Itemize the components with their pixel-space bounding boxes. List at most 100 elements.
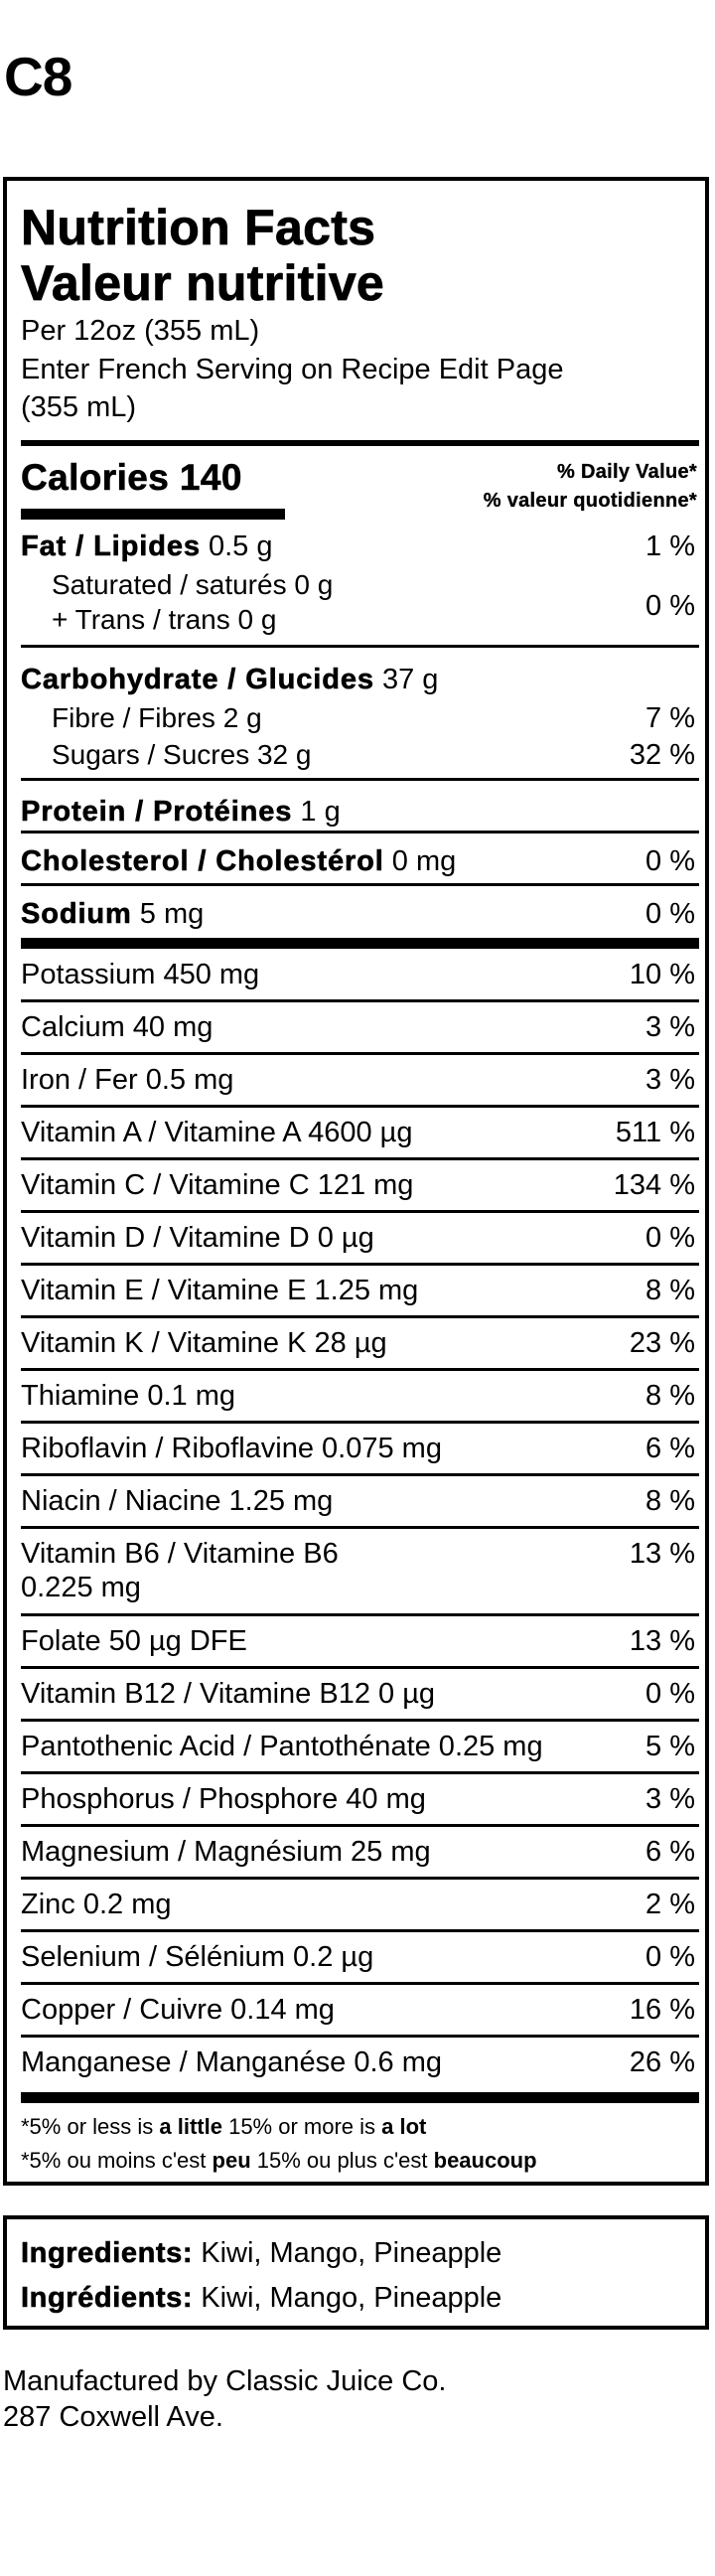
- divider: [21, 1771, 699, 1774]
- micronutrient-name: Vitamin C / Vitamine C 121 mg: [21, 1169, 414, 1201]
- sugars-row: Sugars / Sucres 32 g: [52, 738, 311, 772]
- sodium-amount: 5 mg: [139, 898, 205, 930]
- divider: [21, 1105, 699, 1108]
- divider: [21, 999, 699, 1002]
- micronutrient-dv: 8 %: [645, 1380, 695, 1412]
- footnote-text: *5% ou moins c'est: [21, 2148, 213, 2173]
- saturated-amount: 0 g: [294, 569, 334, 600]
- sodium-name: Sodium: [21, 898, 132, 931]
- carbohydrate-amount: 37 g: [381, 664, 439, 695]
- divider-thick: [21, 938, 699, 949]
- divider: [21, 1526, 699, 1529]
- micronutrient-name-line2: 0.225 mg: [21, 1572, 141, 1603]
- calories-value: 140: [179, 457, 242, 498]
- micronutrient-name: Vitamin E / Vitamine E 1.25 mg: [21, 1275, 419, 1306]
- micronutrient-dv: 8 %: [645, 1275, 695, 1306]
- carbohydrate-row: Carbohydrate / Glucides 37 g: [21, 663, 439, 696]
- divider-thick: [21, 440, 699, 446]
- footnote-text: *5% or less is: [21, 2114, 160, 2139]
- divider: [21, 1473, 699, 1476]
- micronutrient-dv: 6 %: [645, 1836, 695, 1868]
- cholesterol-amount: 0 mg: [391, 845, 457, 877]
- fat-dv: 1 %: [645, 530, 695, 562]
- footnote-emphasis: peu: [212, 2148, 251, 2173]
- ingredients-list: Kiwi, Mango, Pineapple: [193, 2282, 502, 2314]
- micronutrient-dv: 3 %: [645, 1783, 695, 1815]
- manufacturer-name: Manufactured by Classic Juice Co.: [3, 2365, 447, 2397]
- micronutrient-name: Copper / Cuivre 0.14 mg: [21, 1994, 335, 2026]
- divider: [21, 1157, 699, 1160]
- micronutrient-name: Selenium / Sélénium 0.2 µg: [21, 1941, 374, 1973]
- divider: [21, 2035, 699, 2038]
- sodium-dv: 0 %: [645, 898, 695, 930]
- micronutrient-name: Potassium 450 mg: [21, 959, 260, 990]
- cholesterol-row: Cholesterol / Cholestérol 0 mg: [21, 844, 457, 878]
- ingredients-label: Ingrédients:: [21, 2282, 194, 2315]
- micronutrient-name: Iron / Fer 0.5 mg: [21, 1064, 234, 1096]
- divider: [21, 831, 699, 833]
- micronutrient-name: Calcium 40 mg: [21, 1011, 214, 1043]
- sat-trans-dv: 0 %: [645, 590, 695, 622]
- divider: [21, 883, 699, 886]
- trans-amount: 0 g: [237, 604, 277, 635]
- ingredients-list: Kiwi, Mango, Pineapple: [193, 2237, 502, 2269]
- micronutrient-dv: 0 %: [645, 1941, 695, 1973]
- divider: [21, 1052, 699, 1055]
- trans-row: + Trans / trans 0 g: [52, 603, 276, 637]
- calories-label: Calories: [21, 457, 170, 498]
- micronutrient-name: Pantothenic Acid / Pantothénate 0.25 mg: [21, 1731, 543, 1762]
- divider: [21, 1666, 699, 1669]
- ingredients-label: Ingredients:: [21, 2237, 194, 2270]
- divider: [21, 1613, 699, 1616]
- fibre-row: Fibre / Fibres 2 g: [52, 701, 262, 735]
- manufacturer-address: 287 Coxwell Ave.: [3, 2401, 223, 2433]
- footnote-emphasis: beaucoup: [433, 2148, 537, 2173]
- ingredients-panel: Ingredients: Kiwi, Mango, Pineapple Ingr…: [3, 2215, 709, 2330]
- carbohydrate-name: Carbohydrate / Glucides: [21, 664, 374, 696]
- daily-value-header-fr: % valeur quotidienne*: [483, 490, 697, 512]
- saturated-name: Saturated / saturés: [52, 569, 287, 600]
- micronutrient-name: Manganese / Manganése 0.6 mg: [21, 2046, 442, 2078]
- micronutrient-dv: 0 %: [645, 1222, 695, 1254]
- micronutrient-dv: 13 %: [629, 1538, 695, 1570]
- micronutrient-name: Magnesium / Magnésium 25 mg: [21, 1836, 431, 1868]
- footnote-emphasis: a little: [159, 2114, 222, 2139]
- micronutrient-name: Folate 50 µg DFE: [21, 1625, 247, 1657]
- divider: [21, 1421, 699, 1424]
- sodium-row: Sodium 5 mg: [21, 897, 205, 931]
- ingredients-en: Ingredients: Kiwi, Mango, Pineapple: [21, 2236, 502, 2270]
- divider: [21, 1824, 699, 1827]
- micronutrient-dv: 26 %: [629, 2046, 695, 2078]
- micronutrient-dv: 8 %: [645, 1485, 695, 1517]
- cholesterol-dv: 0 %: [645, 845, 695, 877]
- protein-row: Protein / Protéines 1 g: [21, 795, 341, 829]
- daily-value-header-en: % Daily Value*: [557, 461, 697, 483]
- footnote-fr: *5% ou moins c'est peu 15% ou plus c'est…: [21, 2146, 537, 2176]
- fat-amount: 0.5 g: [208, 530, 273, 562]
- sugars-name: Sugars / Sucres: [52, 739, 250, 770]
- divider: [21, 1877, 699, 1880]
- micronutrient-name: Vitamin B6 / Vitamine B6: [21, 1538, 339, 1570]
- micronutrient-dv: 134 %: [613, 1169, 695, 1201]
- protein-name: Protein / Protéines: [21, 796, 293, 829]
- micronutrient-dv: 5 %: [645, 1731, 695, 1762]
- fibre-amount: 2 g: [222, 702, 262, 733]
- title-en: Nutrition Facts: [21, 200, 376, 256]
- micronutrient-dv: 10 %: [629, 959, 695, 990]
- saturated-row: Saturated / saturés 0 g: [52, 568, 333, 602]
- label-code: C8: [4, 46, 72, 107]
- micronutrient-name: Vitamin K / Vitamine K 28 µg: [21, 1327, 387, 1359]
- micronutrient-name: Vitamin B12 / Vitamine B12 0 µg: [21, 1678, 436, 1710]
- footnote-text: 15% ou plus c'est: [250, 2148, 434, 2173]
- fat-row: Fat / Lipides 0.5 g: [21, 530, 273, 563]
- micronutrient-dv: 2 %: [645, 1889, 695, 1920]
- micronutrient-name: Vitamin D / Vitamine D 0 µg: [21, 1222, 374, 1254]
- calories: Calories 140: [21, 457, 242, 498]
- micronutrient-name: Zinc 0.2 mg: [21, 1889, 172, 1920]
- divider: [21, 1929, 699, 1932]
- trans-name: + Trans / trans: [52, 604, 230, 635]
- micronutrient-dv: 6 %: [645, 1433, 695, 1464]
- micronutrient-name: Phosphorus / Phosphore 40 mg: [21, 1783, 426, 1815]
- micronutrient-name: Thiamine 0.1 mg: [21, 1380, 235, 1412]
- divider: [21, 778, 699, 781]
